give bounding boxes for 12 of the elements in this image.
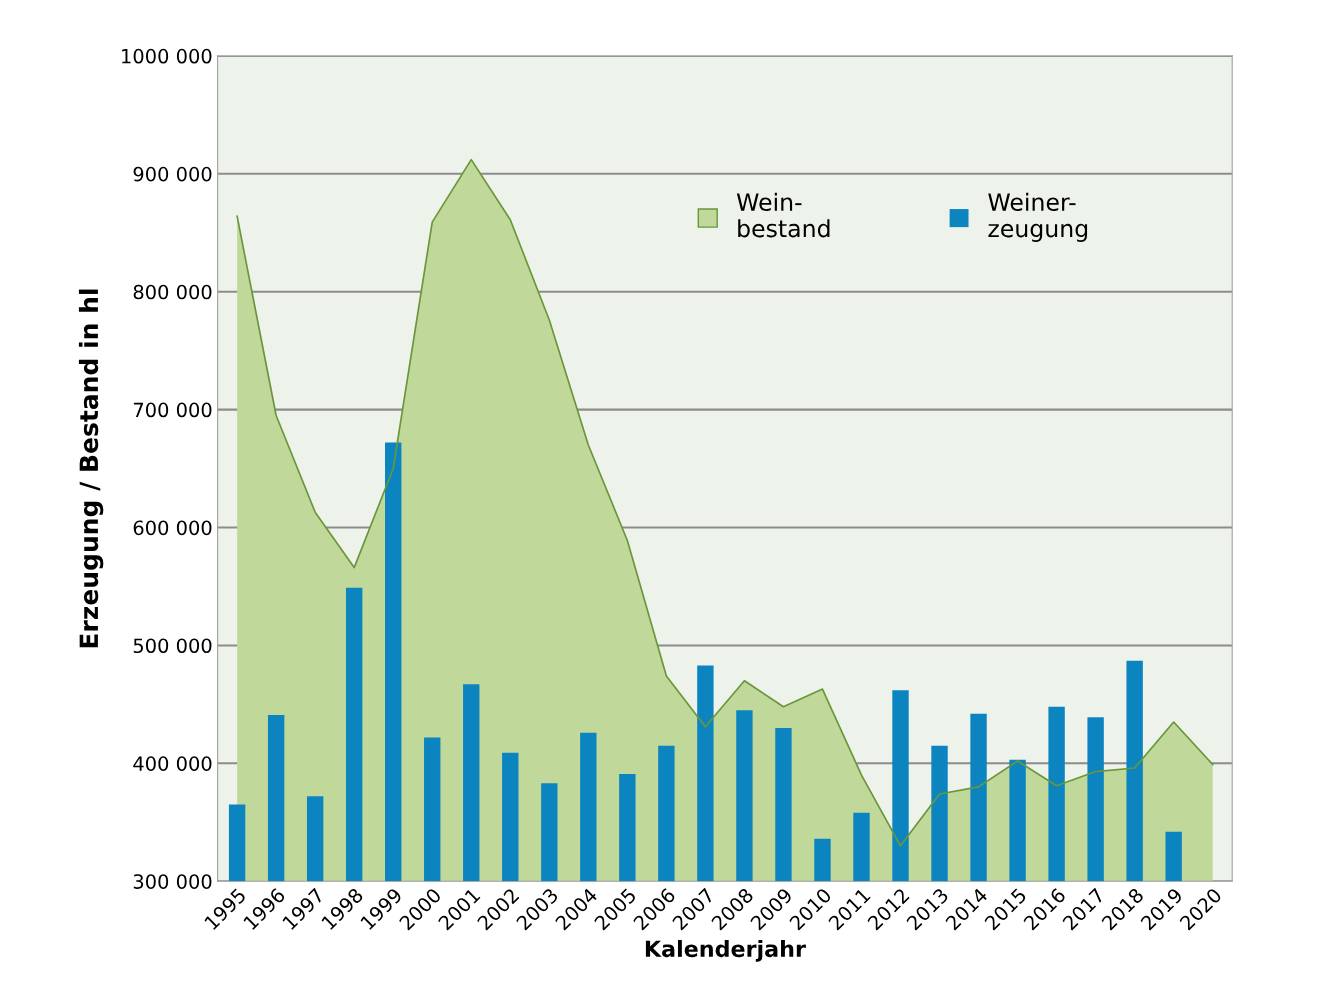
y-tick-label: 400 000 [133,756,212,771]
y-tick-label: 300 000 [133,874,212,889]
legend-label: Weiner- zeugung [988,192,1088,242]
y-tick-label: 600 000 [133,520,212,536]
y-tick-label: 900 000 [133,166,212,182]
y-tick-label: 500 000 [133,638,212,654]
x-axis-title: Kalenderjahr [645,939,806,962]
y-axis-title: Erzeugung / Bestand in hl [78,289,104,648]
y-tick-label: 700 000 [133,402,212,418]
y-tick-label: 800 000 [133,284,212,300]
y-tick-label: 1000 000 [122,48,212,64]
legend-label: Wein- bestand [736,192,830,238]
